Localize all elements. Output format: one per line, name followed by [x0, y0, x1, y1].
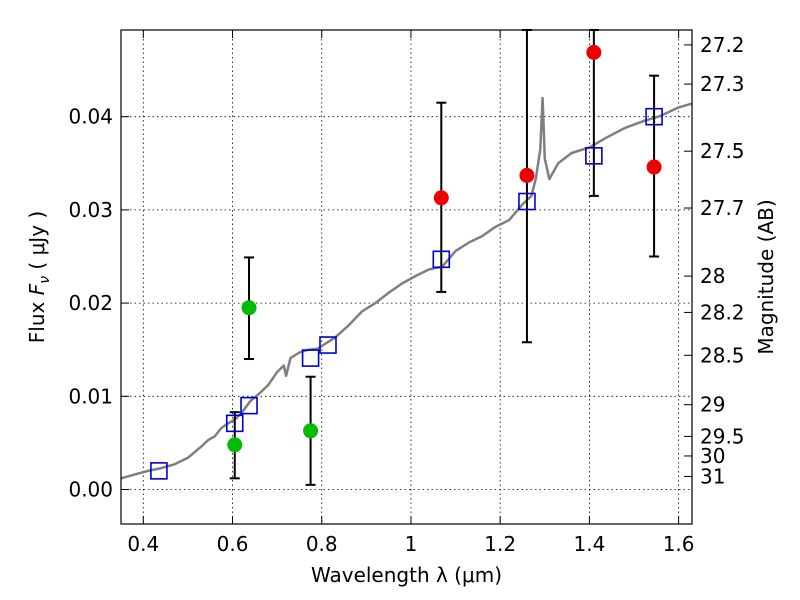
model-band-square [225, 414, 244, 433]
right-axis-tick-label: 28.5 [700, 343, 745, 367]
y-tick-label: 0.01 [68, 384, 113, 408]
right-axis-label: Magnitude (AB) [754, 199, 778, 354]
model-band-square [518, 192, 536, 211]
x-tick-label: 0.4 [127, 532, 159, 556]
right-axis-tick-label: 31 [700, 464, 725, 488]
x-tick-label: 0.8 [306, 532, 338, 556]
observed-point-red [433, 190, 449, 206]
x-tick-label: 1 [405, 532, 418, 556]
observed-point-green [241, 300, 257, 316]
observed-point-green [227, 437, 243, 453]
x-axis-label: Wavelength λ (μm) [311, 563, 502, 587]
plot-frame [120, 29, 693, 525]
model-band-square [319, 336, 337, 354]
markers-layer [150, 44, 663, 480]
right-axis-tick-label: 27.3 [700, 72, 745, 96]
y-tick-label: 0.04 [68, 105, 113, 129]
x-tick-label: 1.2 [484, 532, 516, 556]
y-axis-label-suffix: ( μJy ) [25, 211, 49, 276]
right-axis-tick-label: 27.2 [700, 33, 745, 57]
observed-point-green [303, 423, 319, 439]
model-spectrum-line [120, 96, 693, 480]
y-axis-label: Flux Fν ( μJy ) [25, 211, 53, 343]
model-band-square [240, 396, 258, 415]
x-tick-label: 0.6 [217, 532, 249, 556]
model-band-square [150, 462, 168, 480]
x-tick-label: 1.4 [573, 532, 605, 556]
right-axis-tick-label: 30 [700, 444, 725, 468]
right-axis-tick-label: 29.5 [700, 424, 745, 448]
tick-labels-layer: 0.4 0.6 0.8 1 1.2 1.4 1.6 0.00 0.01 0.02 0.03 0.04 2… [68, 33, 744, 556]
y-tick-label: 0.00 [68, 478, 113, 502]
y-tick-label: 0.03 [68, 198, 113, 222]
observed-point-red [586, 44, 602, 60]
ticks-layer [121, 30, 692, 524]
model-band-square [585, 147, 603, 165]
observed-point-red [646, 159, 662, 175]
observed-point-red [519, 167, 535, 183]
y-axis-label-subscript: ν [37, 276, 53, 284]
model-band-square [432, 250, 451, 269]
model-band-square [645, 107, 663, 126]
right-axis-tick-label: 27.7 [700, 196, 745, 220]
y-axis-label-prefix: Flux [25, 295, 49, 343]
y-axis-label-symbol: F [25, 283, 49, 295]
y-tick-label: 0.02 [68, 291, 113, 315]
model-spectrum-layer [120, 96, 693, 480]
grid-lines [121, 30, 692, 524]
right-axis-tick-label: 29 [700, 393, 725, 417]
right-axis-tick-label: 28 [700, 264, 725, 288]
right-axis-tick-label: 27.5 [700, 139, 745, 163]
error-bars-layer [229, 29, 660, 486]
model-band-square [301, 349, 320, 367]
right-axis-tick-label: 28.2 [700, 300, 745, 324]
x-tick-label: 1.6 [663, 532, 695, 556]
